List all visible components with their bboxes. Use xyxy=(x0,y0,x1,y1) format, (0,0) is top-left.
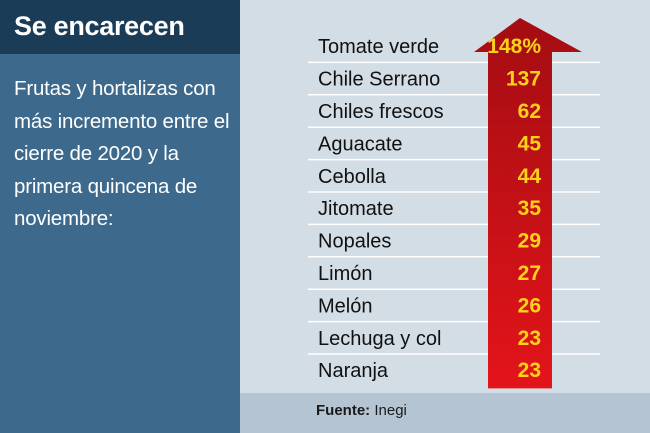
category-label: Chiles frescos xyxy=(318,101,444,123)
value-label: 44 xyxy=(518,165,542,188)
footer-bar xyxy=(240,393,650,433)
page-title: Se encarecen xyxy=(14,11,185,41)
value-label: 29 xyxy=(518,230,541,253)
category-label: Nopales xyxy=(318,231,391,253)
category-label: Naranja xyxy=(318,360,389,382)
value-label: 148% xyxy=(487,35,541,58)
category-label: Cebolla xyxy=(318,166,387,188)
category-label: Chile Serrano xyxy=(318,69,440,91)
value-label: 62 xyxy=(518,100,541,123)
value-label: 23 xyxy=(518,359,541,382)
category-label: Aguacate xyxy=(318,133,403,155)
source-value: Inegi xyxy=(374,402,407,419)
increase-arrow-icon xyxy=(474,18,582,389)
category-label: Tomate verde xyxy=(318,36,439,58)
source-label: Fuente: xyxy=(316,402,371,419)
value-label: 27 xyxy=(518,262,541,285)
left-panel: Se encarecen Frutas y hortalizas con más… xyxy=(0,0,240,433)
value-label: 35 xyxy=(518,197,542,220)
source-note: Fuente: Inegi xyxy=(316,402,407,419)
value-label: 137 xyxy=(506,68,541,91)
title-box: Se encarecen xyxy=(0,0,240,54)
value-label: 45 xyxy=(518,132,542,155)
chart: Tomate verde 148% Chile Serrano 137 Chiles f… xyxy=(308,18,600,389)
category-label: Limón xyxy=(318,263,372,285)
value-label: 23 xyxy=(518,327,541,350)
chart-panel xyxy=(240,0,650,433)
subtitle: Frutas y hortalizas con más incremento e… xyxy=(14,77,230,230)
value-label: 26 xyxy=(518,294,541,317)
category-label: Melón xyxy=(318,295,372,317)
category-label: Lechuga y col xyxy=(318,328,441,350)
category-label: Jitomate xyxy=(318,198,394,220)
